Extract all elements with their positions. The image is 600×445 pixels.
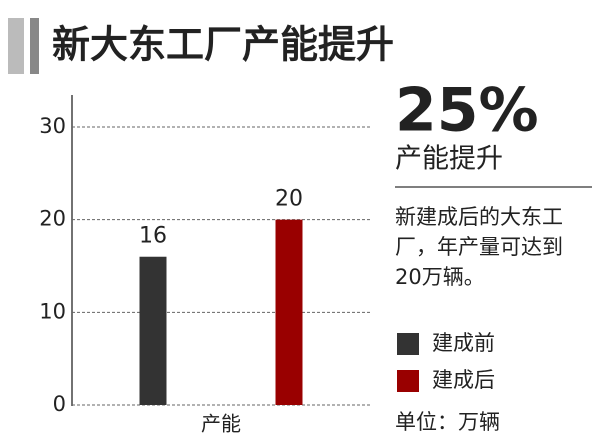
legend-label: 建成前 (432, 331, 495, 355)
y-tick-label: 0 (53, 392, 66, 416)
title-decoration (8, 18, 24, 74)
legend-label: 建成后 (432, 368, 495, 392)
value-label: 16 (139, 224, 167, 249)
unit-label: 单位：万辆 (395, 410, 500, 434)
legend-swatch (397, 370, 419, 392)
chart-title: 新大东工厂产能提升 (52, 23, 394, 67)
note-line: 厂，年产量可达到 (395, 235, 563, 259)
note-line: 新建成后的大东工 (395, 205, 563, 229)
bar (139, 256, 167, 405)
y-tick-label: 20 (39, 207, 66, 231)
bar (275, 219, 303, 405)
note-line: 20万辆。 (395, 265, 485, 289)
value-label: 20 (275, 187, 303, 212)
title-decoration (30, 18, 39, 74)
legend-swatch (397, 333, 419, 355)
y-tick-label: 10 (39, 299, 66, 323)
x-tick-label: 产能 (201, 412, 241, 436)
highlight-value: 25% (395, 76, 539, 146)
highlight-label: 产能提升 (395, 144, 503, 175)
y-tick-label: 30 (39, 114, 66, 138)
